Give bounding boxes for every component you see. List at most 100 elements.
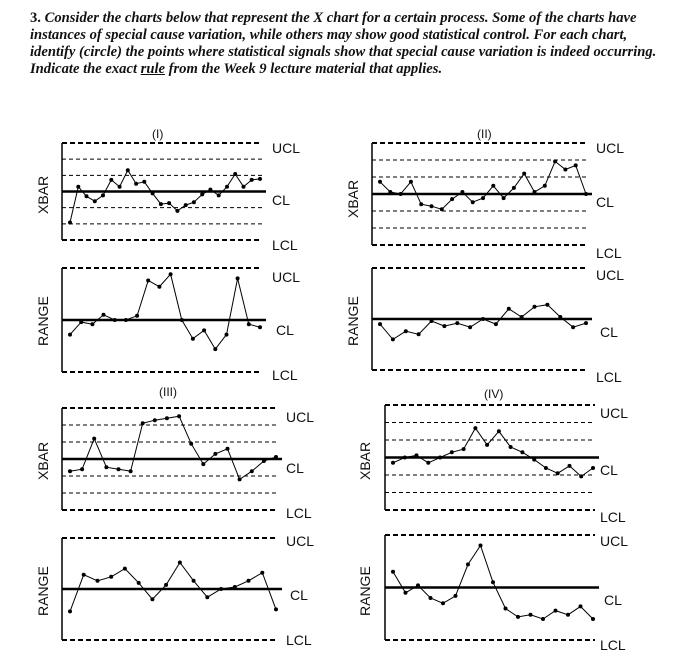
xbar-point: [116, 467, 121, 472]
xbar-point: [542, 183, 547, 188]
xbar-point: [591, 466, 595, 470]
xbar-point: [117, 184, 122, 189]
range-point: [274, 607, 278, 612]
range-point: [150, 597, 155, 602]
xbar-point: [398, 192, 403, 196]
range-point: [506, 306, 511, 311]
range-point: [190, 336, 195, 341]
range-point: [177, 560, 182, 565]
xbar-point: [402, 455, 407, 460]
range-point: [213, 347, 218, 352]
range-point: [429, 319, 434, 323]
range-point: [428, 596, 433, 600]
xbar-point: [101, 193, 105, 198]
xbar-lcl-label: LCL: [600, 509, 626, 525]
xbar-point: [579, 474, 584, 479]
xbar-lcl-label: LCL: [272, 237, 298, 253]
range-series-line: [379, 304, 587, 341]
range-point: [541, 617, 545, 621]
xbar-point: [261, 459, 266, 463]
xbar-point: [584, 192, 588, 196]
range-point: [191, 578, 196, 583]
xbar-panel: [384, 404, 599, 511]
range-point: [81, 572, 86, 577]
xbar-point: [496, 429, 501, 434]
range-point: [101, 312, 106, 317]
xbar-series-line: [69, 415, 277, 481]
xbar-point: [391, 460, 395, 465]
xbar-point: [92, 436, 97, 441]
range-lcl-label: LCL: [272, 367, 298, 383]
xbar-axis-label: XBAR: [35, 442, 51, 480]
xbar-series-line: [379, 160, 587, 210]
range-point: [453, 593, 458, 598]
range-axis-label: RANGE: [35, 296, 51, 346]
xbar-point: [408, 179, 413, 184]
xbar-point: [152, 418, 157, 423]
range-point: [90, 322, 95, 327]
xbar-point: [429, 204, 434, 209]
range-ucl-label: UCL: [596, 267, 624, 283]
range-point: [566, 612, 570, 617]
chart-title: (IV): [484, 387, 503, 401]
range-point: [578, 604, 583, 609]
xbar-point: [563, 167, 568, 172]
range-point: [491, 580, 495, 585]
xbar-point: [109, 177, 114, 182]
xbar-point: [225, 446, 230, 451]
xbar-point: [553, 159, 558, 164]
range-point: [112, 318, 117, 322]
rule-word: rule: [140, 61, 165, 77]
range-panel: [61, 537, 282, 641]
range-point: [146, 278, 151, 283]
xbar-point: [104, 465, 109, 470]
range-point: [378, 322, 382, 327]
range-point: [205, 595, 210, 600]
range-point: [164, 582, 169, 587]
range-lcl-label: LCL: [286, 632, 312, 648]
range-point: [545, 302, 550, 307]
range-panel: [61, 267, 266, 373]
control-chart-2: (II) XBAR RANGE UCL CL LCL UCL CL LCL: [345, 127, 624, 385]
range-point: [235, 276, 240, 281]
chart-title: (III): [159, 385, 177, 399]
xbar-point: [473, 426, 478, 431]
xbar-point: [241, 184, 246, 189]
range-point: [232, 585, 237, 589]
xbar-point: [92, 199, 97, 204]
xbar-point: [80, 467, 85, 472]
xbar-point: [460, 190, 465, 194]
range-point: [441, 601, 445, 606]
xbar-point: [237, 477, 242, 482]
range-point: [584, 321, 588, 326]
range-point: [591, 617, 595, 621]
xbar-point: [438, 455, 443, 460]
xbar-point: [68, 469, 72, 474]
range-point: [390, 337, 395, 342]
xbar-point: [134, 181, 139, 186]
range-series-line: [69, 561, 277, 612]
control-chart-1: (I) XBAR RANGE UCL CL LCL UCL CL LCL: [35, 127, 300, 383]
xbar-point: [543, 466, 548, 470]
range-point: [246, 322, 251, 327]
xbar-point: [449, 450, 454, 455]
range-cl-label: CL: [604, 592, 622, 608]
range-point: [468, 325, 473, 330]
xbar-point: [388, 190, 393, 194]
chart-title: (I): [152, 127, 163, 141]
xbar-series-line: [69, 169, 261, 223]
range-point: [416, 332, 421, 337]
xbar-panel: [61, 407, 282, 511]
range-point: [109, 574, 114, 579]
xbar-point: [532, 457, 537, 462]
range-point: [157, 284, 162, 289]
xbar-point: [461, 447, 466, 452]
range-point: [455, 321, 460, 326]
range-point: [258, 325, 262, 330]
xbar-cl-label: CL: [600, 462, 618, 478]
range-point: [68, 332, 72, 337]
range-point: [466, 562, 470, 567]
range-point: [260, 570, 265, 575]
xbar-cl-label: CL: [596, 194, 614, 210]
range-point: [95, 578, 100, 583]
